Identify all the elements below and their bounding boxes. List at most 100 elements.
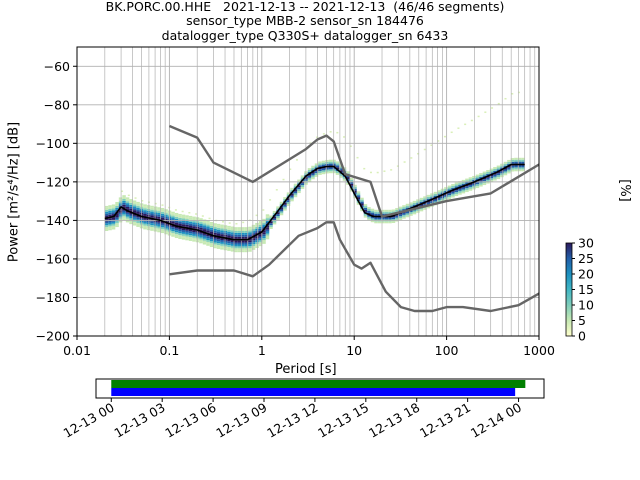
density-cell [234,227,238,230]
density-cell [279,209,284,212]
density-cell [403,161,406,163]
density-cell [507,161,511,164]
density-cell [129,200,133,203]
density-cell [269,199,272,201]
density-cell [206,228,210,231]
density-cell [115,217,119,220]
density-cell [521,161,525,164]
density-cell [286,194,291,197]
density-cell [468,186,473,189]
density-cell [251,244,256,247]
density-cell [289,168,292,170]
density-cell [161,204,164,206]
density-cell [370,220,375,223]
density-cell [216,223,221,226]
density-cell [517,157,522,160]
density-cell [251,230,256,233]
density-cell [241,244,245,247]
density-cell [188,235,193,238]
density-cell [115,225,119,228]
density-cell [437,199,441,202]
density-cell [507,159,511,162]
density-cell [376,171,379,174]
density-cell [521,169,525,172]
density-cell [125,197,130,200]
density-cell [269,225,273,228]
density-cell [475,182,480,185]
density-cell [244,236,249,239]
density-cell [241,230,245,233]
density-cell [185,224,189,227]
timeline-tick-label: 12-13 09 [213,400,269,441]
density-cell [150,211,154,214]
density-cell [451,195,455,198]
density-cell [367,209,371,211]
density-cell [235,223,238,225]
density-cell [472,187,476,190]
density-cell [153,216,158,219]
density-cell [290,193,294,196]
density-cell [108,212,112,215]
density-cell [111,225,116,228]
density-cell [307,177,312,180]
density-cell [118,212,123,215]
density-cell [423,200,427,203]
density-cell [444,191,448,193]
density-cell [272,212,277,215]
density-cell [185,221,189,223]
density-cell [185,222,189,225]
density-cell [276,206,280,209]
density-cell [255,226,259,229]
density-cell [108,214,112,217]
density-cell [503,171,508,174]
density-cell [244,244,249,247]
density-cell [346,177,350,179]
density-cell [223,227,228,230]
density-cell [335,161,340,164]
density-cell [132,223,137,226]
density-cell [192,226,196,229]
density-cell [314,171,319,174]
y-tick-label: −200 [36,329,70,344]
density-cell [125,220,130,223]
density-cell [188,221,193,224]
density-cell [381,221,385,224]
density-cell [258,222,263,225]
density-cell [258,221,263,223]
density-cell [437,197,441,200]
density-cell [125,203,130,206]
density-cell [143,214,147,216]
density-cell [262,240,266,242]
density-cell [132,200,137,203]
density-cell [269,221,273,224]
density-cell [402,209,406,211]
density-cell [129,222,133,225]
density-cell [329,131,332,133]
timeline-tick-label: 12-13 18 [366,400,422,441]
density-cell [206,241,210,244]
density-cell [416,201,420,204]
density-cell [276,214,280,217]
density-cell [237,248,242,251]
density-cell [398,214,403,217]
density-cell [335,171,340,173]
density-cell [188,211,191,214]
title-line-2: sensor_type MBB-2 sensor_sn 184476 [186,13,424,29]
density-cell [227,233,231,236]
density-cell [269,215,273,218]
density-cell [206,230,210,233]
density-cell [458,190,462,193]
density-cell [318,169,322,172]
density-cell [234,246,238,249]
density-cell [181,228,186,231]
density-cell [160,221,165,224]
density-cell [262,234,266,237]
density-cell [115,205,119,208]
density-cell [514,161,518,164]
density-cell [150,228,154,231]
density-cell [475,184,480,187]
density-cell [272,220,277,223]
density-cell [199,227,203,230]
density-cell [108,222,112,225]
